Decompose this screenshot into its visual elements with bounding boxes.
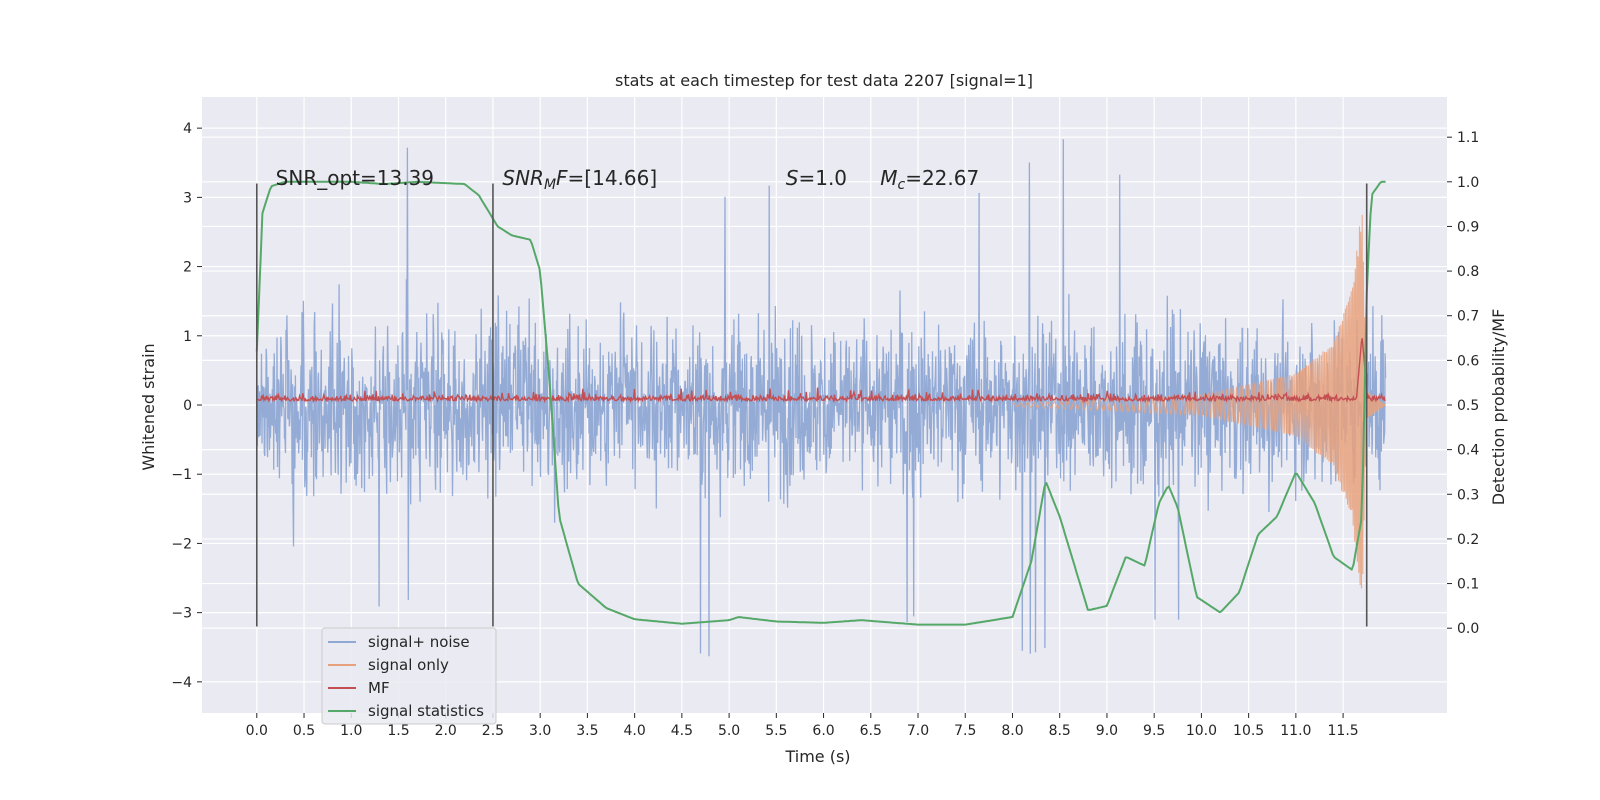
- vertical-markers: [255, 183, 1368, 627]
- legend-label: MF: [368, 679, 390, 697]
- annotation-snr-mf: SNRMF=[14.66]: [502, 166, 657, 193]
- x-tick-label: 1.5: [387, 723, 409, 739]
- x-tick-label: 7.0: [907, 723, 929, 739]
- x-tick-label: 6.0: [812, 723, 834, 739]
- y-tick-label-left: −4: [171, 675, 192, 691]
- y-tick-label-left: 0: [183, 398, 192, 414]
- x-tick-label: 3.5: [576, 723, 598, 739]
- x-tick-label: 11.0: [1280, 723, 1311, 739]
- series-signal-only: [1012, 214, 1386, 589]
- x-tick-label: 9.0: [1096, 723, 1118, 739]
- annotation-s-val: S=1.0: [786, 166, 847, 190]
- y-tick-label-right: 1.0: [1457, 175, 1479, 191]
- x-tick-label: 3.0: [529, 723, 551, 739]
- axis-ticks: 0.0 0.5 1.0 1.5 2.0 2.5 3.0 3.5 4.0 4.5 5.0 5.5 6.0 6…: [171, 121, 1479, 739]
- y-tick-label-left: 1: [183, 329, 192, 345]
- x-tick-label: 8.5: [1049, 723, 1071, 739]
- legend-label: signal statistics: [368, 702, 484, 720]
- x-tick-label: 0.5: [293, 723, 315, 739]
- y-tick-label-right: 0.2: [1457, 532, 1479, 548]
- annotations: SNR_opt=13.39 SNRMF=[14.66] S=1.0 Mc=22.67: [276, 166, 980, 193]
- annotation-mc-val: Mc=22.67: [880, 166, 979, 193]
- x-tick-label: 11.5: [1328, 723, 1359, 739]
- x-tick-label: 9.5: [1143, 723, 1165, 739]
- x-tick-label: 8.0: [1001, 723, 1023, 739]
- x-tick-label: 6.5: [860, 723, 882, 739]
- y-tick-label-right: 0.5: [1457, 398, 1479, 414]
- y-tick-label-left: −3: [171, 606, 192, 622]
- y-tick-label-right: 0.1: [1457, 577, 1479, 593]
- y-tick-label-right: 0.4: [1457, 443, 1479, 459]
- y-tick-label-right: 0.8: [1457, 264, 1479, 280]
- x-tick-label: 1.0: [340, 723, 362, 739]
- x-axis-label: Time (s): [784, 747, 850, 766]
- legend-label: signal only: [368, 656, 449, 674]
- x-tick-label: 2.0: [435, 723, 457, 739]
- x-tick-label: 4.0: [623, 723, 645, 739]
- y-tick-label-right: 0.0: [1457, 621, 1479, 637]
- series-signal-statistics: [255, 180, 1386, 626]
- y-axis-label-right: Detection probability/MF: [1489, 309, 1508, 506]
- legend-box: [321, 627, 497, 725]
- legend: signal+ noise signal only MF signal statist…: [321, 627, 497, 725]
- y-tick-label-left: −2: [171, 536, 192, 552]
- x-tick-label: 5.5: [765, 723, 787, 739]
- x-tick-label: 10.0: [1186, 723, 1217, 739]
- x-tick-label: 10.5: [1233, 723, 1264, 739]
- y-tick-label-right: 0.6: [1457, 353, 1479, 369]
- y-tick-label-left: 2: [183, 260, 192, 276]
- y-tick-label-left: −1: [171, 467, 192, 483]
- y-axis-label-left: Whitened strain: [139, 343, 158, 470]
- y-tick-label-right: 0.9: [1457, 219, 1479, 235]
- plot-series: [255, 139, 1387, 657]
- y-tick-label-left: 3: [183, 190, 192, 206]
- series-mf: [256, 338, 1386, 404]
- x-tick-label: 0.0: [246, 723, 268, 739]
- y-tick-label-right: 0.3: [1457, 487, 1479, 503]
- y-tick-label-right: 0.7: [1457, 309, 1479, 325]
- x-tick-label: 4.5: [671, 723, 693, 739]
- y-tick-label-right: 1.1: [1457, 130, 1479, 146]
- legend-label: signal+ noise: [368, 633, 470, 651]
- annotation-snr-opt: SNR_opt=13.39: [276, 166, 434, 190]
- x-tick-label: 2.5: [482, 723, 504, 739]
- x-tick-label: 7.5: [954, 723, 976, 739]
- series-signal-noise: [256, 139, 1387, 657]
- chart-title: stats at each timestep for test data 220…: [615, 71, 1033, 90]
- y-tick-label-left: 4: [183, 121, 192, 137]
- x-tick-label: 5.0: [718, 723, 740, 739]
